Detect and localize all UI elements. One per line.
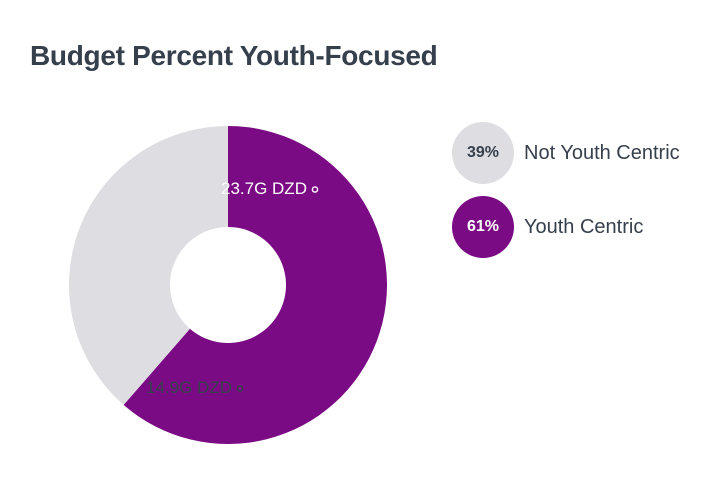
legend-item-youth-centric[interactable]: 61% Youth Centric: [452, 196, 680, 258]
info-icon[interactable]: [236, 385, 244, 392]
legend-badge-youth-centric: 61%: [452, 196, 514, 258]
slice-label-youth-centric: 23.7G DZD: [221, 179, 319, 198]
slice-value-label: 23.7G DZD: [221, 179, 307, 198]
chart-legend: 39% Not Youth Centric 61% Youth Centric: [452, 122, 680, 270]
legend-item-not-youth-centric[interactable]: 39% Not Youth Centric: [452, 122, 680, 184]
slice-not-youth-centric[interactable]: [69, 126, 229, 405]
slice-youth-centric[interactable]: [123, 126, 388, 445]
legend-label-youth-centric: Youth Centric: [524, 215, 644, 238]
slice-label-not-youth-centric: 14.9G DZD: [146, 378, 244, 397]
info-icon[interactable]: [311, 186, 319, 193]
legend-badge-not-youth-centric: 39%: [452, 122, 514, 184]
chart-title: Budget Percent Youth-Focused: [30, 40, 438, 71]
slice-value-label: 14.9G DZD: [146, 378, 232, 397]
legend-label-not-youth-centric: Not Youth Centric: [524, 141, 680, 164]
